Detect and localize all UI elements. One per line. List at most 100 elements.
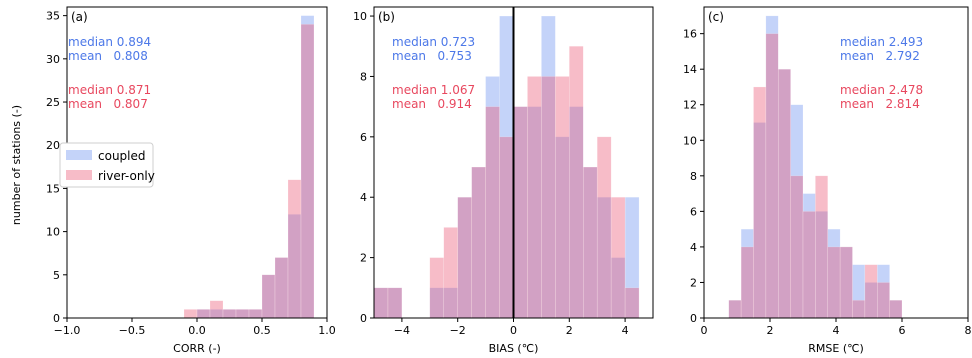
stat-annotation-coupled: median 2.493 xyxy=(840,35,923,49)
stat-annotation-coupled: mean 0.808 xyxy=(68,49,148,63)
y-tick-label: 6 xyxy=(360,131,367,144)
y-tick-label: 0 xyxy=(360,312,367,325)
x-tick-label: 0 xyxy=(510,324,517,337)
legend-swatch-coupled xyxy=(66,150,92,160)
x-tick-label: 0.5 xyxy=(253,324,271,337)
bar-river_only xyxy=(429,257,444,319)
panel-3: 0 2 4 6 8 0 2 4 6 8 10 12 14 16 RMSE (℃) (c) median 2.49… xyxy=(683,6,972,355)
stat-annotation-coupled: median 0.723 xyxy=(392,35,475,49)
bar-river_only xyxy=(583,166,598,319)
legend-box xyxy=(59,142,154,188)
y-tick-label: 35 xyxy=(46,10,60,23)
y-tick-label: 0 xyxy=(53,312,60,325)
bar-river_only xyxy=(839,246,853,319)
y-tick-label: 20 xyxy=(46,139,60,152)
legend: coupled river-only xyxy=(59,142,155,188)
x-tick-label: 0 xyxy=(701,324,708,337)
bar-river_only xyxy=(778,68,791,319)
x-tick-label: 4 xyxy=(833,324,840,337)
y-tick-label: 6 xyxy=(690,205,697,218)
bar-river_only xyxy=(485,106,500,319)
y-tick-label: 4 xyxy=(690,241,697,254)
stat-annotation-river_only: median 1.067 xyxy=(392,83,475,97)
bar-river_only xyxy=(877,282,890,319)
x-axis-label: BIAS (℃) xyxy=(489,342,539,355)
legend-label-river_only: river-only xyxy=(98,169,155,183)
y-tick-label: 0 xyxy=(690,312,697,325)
x-tick-label: 8 xyxy=(965,324,972,337)
panel-label: (b) xyxy=(378,10,395,24)
bar-river_only xyxy=(815,175,828,319)
bar-river_only xyxy=(443,227,458,319)
bar-river_only xyxy=(222,309,237,319)
y-tick-label: 8 xyxy=(690,170,697,183)
bar-river_only xyxy=(387,287,403,319)
bar-river_only xyxy=(300,24,315,319)
x-tick-label: 2 xyxy=(566,324,573,337)
bar-river_only xyxy=(287,179,302,319)
y-tick-label: 5 xyxy=(53,269,60,282)
bar-river_only xyxy=(569,46,584,319)
bar-river_only xyxy=(248,309,263,319)
x-axis-label: CORR (-) xyxy=(173,342,221,355)
bar-river_only xyxy=(274,257,289,319)
bar-river_only xyxy=(261,274,276,319)
x-tick-label: 4 xyxy=(622,324,629,337)
y-tick-label: 12 xyxy=(683,99,697,112)
panel-1: −1.0 −0.5 0.0 0.5 1.0 0 5 10 15 20 25 30 35 CORR (-) (… xyxy=(46,6,336,355)
bar-river_only xyxy=(624,287,640,319)
bar-river_only xyxy=(610,196,626,319)
stat-annotation-river_only: mean 0.914 xyxy=(392,97,472,111)
bar-river_only xyxy=(852,299,866,319)
y-tick-label: 15 xyxy=(46,182,60,195)
bar-river_only xyxy=(209,300,224,319)
x-tick-label: −1.0 xyxy=(54,324,81,337)
bar-river_only xyxy=(196,309,211,319)
bar-river_only xyxy=(513,106,528,319)
x-tick-label: 6 xyxy=(899,324,906,337)
x-tick-label: −0.5 xyxy=(119,324,146,337)
y-tick-label: 16 xyxy=(683,28,697,41)
y-tick-label: 30 xyxy=(46,53,60,66)
bar-river_only xyxy=(765,33,779,319)
stat-annotation-coupled: median 0.894 xyxy=(68,35,151,49)
x-tick-label: 1.0 xyxy=(318,324,336,337)
bar-river_only xyxy=(802,211,816,319)
y-tick-label: 2 xyxy=(690,276,697,289)
bar-river_only xyxy=(740,246,754,319)
bar-river_only xyxy=(864,264,878,319)
panel-label: (a) xyxy=(71,10,88,24)
stat-annotation-coupled: mean 2.792 xyxy=(840,49,920,63)
x-tick-label: −2 xyxy=(450,324,466,337)
bar-river_only xyxy=(790,175,804,319)
stat-annotation-river_only: median 0.871 xyxy=(68,83,151,97)
bar-river_only xyxy=(457,196,472,319)
bar-river_only xyxy=(527,76,542,319)
bar-river_only xyxy=(555,76,570,319)
x-tick-label: −4 xyxy=(394,324,410,337)
bar-river_only xyxy=(541,76,556,319)
x-tick-label: 0.0 xyxy=(188,324,206,337)
panel-label: (c) xyxy=(708,10,724,24)
legend-label-coupled: coupled xyxy=(98,149,146,163)
y-tick-label: 10 xyxy=(683,134,697,147)
y-tick-label: 14 xyxy=(683,63,697,76)
y-tick-label: 8 xyxy=(360,70,367,83)
bar-river_only xyxy=(889,299,903,319)
x-axis-label: RMSE (℃) xyxy=(808,342,864,355)
bar-river_only xyxy=(499,136,514,319)
y-tick-label: 4 xyxy=(360,191,367,204)
stat-annotation-river_only: mean 0.807 xyxy=(68,97,148,111)
bar-river_only xyxy=(827,246,841,319)
legend-swatch-river_only xyxy=(66,170,92,180)
y-tick-label: 25 xyxy=(46,96,60,109)
y-axis-label: number of stations (-) xyxy=(10,105,23,225)
stat-annotation-river_only: median 2.478 xyxy=(840,83,923,97)
bar-river_only xyxy=(235,309,250,319)
x-tick-label: 2 xyxy=(767,324,774,337)
bar-river_only xyxy=(471,166,486,319)
y-tick-label: 10 xyxy=(353,10,367,23)
bar-river_only xyxy=(753,86,767,319)
